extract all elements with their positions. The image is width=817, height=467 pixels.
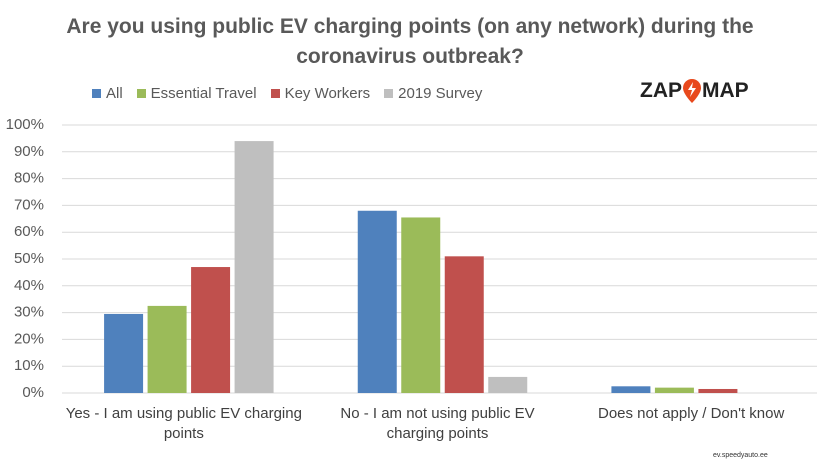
logo-right: MAP <box>702 79 749 102</box>
bar <box>611 386 651 393</box>
legend-swatch <box>136 89 146 98</box>
y-tick-label: 80% <box>14 170 44 187</box>
legend-label: Essential Travel <box>150 85 257 102</box>
x-tick-label: Does not apply / Don't know <box>598 405 785 422</box>
legend-item: Essential Travel <box>136 85 257 102</box>
y-tick-label: 20% <box>14 330 44 347</box>
bar <box>147 305 187 393</box>
y-tick-label: 10% <box>14 357 44 374</box>
bar <box>357 210 397 393</box>
y-tick-label: 100% <box>6 116 44 133</box>
legend-swatch <box>270 89 280 98</box>
x-tick-label: No - I am not using public EV charging p… <box>340 405 535 442</box>
y-tick-label: 0% <box>22 384 44 401</box>
bar <box>234 141 274 393</box>
bar <box>488 376 528 393</box>
legend-swatch <box>92 89 101 98</box>
y-tick-label: 60% <box>14 223 44 240</box>
y-tick-label: 30% <box>14 304 44 321</box>
bar <box>698 388 738 393</box>
legend-swatch <box>384 89 394 98</box>
legend-item: Key Workers <box>270 85 371 102</box>
bar <box>654 387 694 393</box>
x-tick-label: Yes - I am using public EV charging poin… <box>65 405 302 442</box>
legend-label: All <box>106 85 123 102</box>
legend: All Essential Travel Key Workers 2019 Surve… <box>92 85 482 102</box>
legend-label: 2019 Survey <box>398 85 483 102</box>
logo-icon <box>683 79 701 103</box>
bar <box>104 313 144 393</box>
watermark: ev.speedyauto.ee <box>713 452 768 459</box>
bar <box>191 267 231 393</box>
legend-label: Key Workers <box>284 85 371 102</box>
chart-title: Are you using public EV charging points … <box>66 15 754 68</box>
y-tick-label: 90% <box>14 143 44 160</box>
logo-left: ZAP <box>640 79 682 102</box>
y-tick-label: 50% <box>14 250 44 267</box>
legend-item: 2019 Survey <box>384 85 482 102</box>
y-tick-label: 70% <box>14 196 44 213</box>
y-tick-label: 40% <box>14 277 44 294</box>
bar <box>444 256 484 393</box>
legend-item: All <box>92 85 123 102</box>
bar <box>401 217 441 393</box>
logo: ZAP MAP <box>640 78 749 104</box>
